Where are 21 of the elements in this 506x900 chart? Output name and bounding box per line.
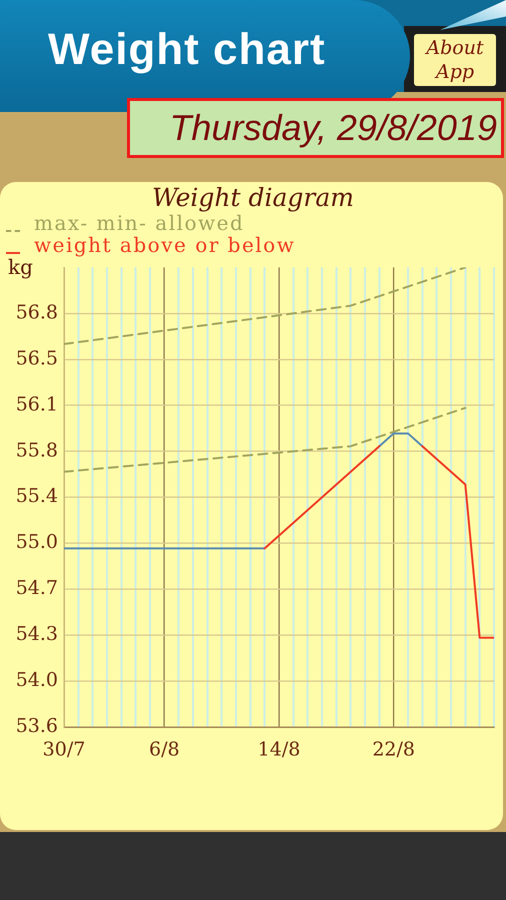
x-tick-label: 6/8 [149,738,180,761]
x-tick-label: 14/8 [258,738,300,761]
y-tick-label: 56.1 [16,393,58,416]
y-tick-label: 54.0 [16,669,58,692]
y-tick-label: 55.8 [16,439,58,462]
x-tick-label: 30/7 [42,738,86,761]
chart-title: Weight diagram [150,183,355,212]
y-tick-label: 53.6 [16,715,58,738]
y-tick-label: 54.7 [16,577,58,600]
y-tick-label: 56.5 [16,347,58,370]
text: Weight chart [48,25,326,74]
y-tick-label: 56.8 [16,301,58,324]
about-button: About App [414,34,496,86]
y-tick-label: 55.4 [16,485,58,508]
date-field: Thursday, 29/8/2019 [127,98,504,158]
y-tick-label: 55.0 [16,531,58,554]
legend-label: max- min- allowed [34,211,244,235]
y-tick-label: 54.3 [16,623,58,646]
legend-label: weight above or below [34,233,296,257]
y-axis-title: kg [8,255,33,279]
x-tick-label: 22/8 [372,738,416,761]
